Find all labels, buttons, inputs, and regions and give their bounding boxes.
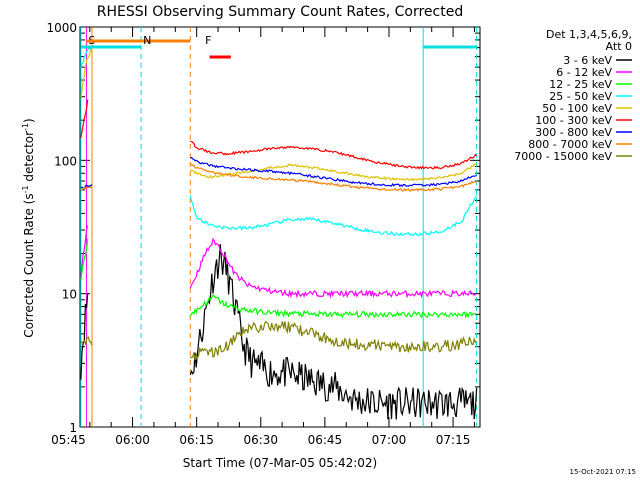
series-line-7 (80, 184, 93, 189)
series-line-5 (80, 47, 93, 98)
x-tick-label: 05:45 (51, 433, 86, 447)
x-axis-label: Start Time (07-Mar-05 05:42:02) (183, 456, 377, 470)
y-axis-label-exponent-2: -1 (21, 123, 30, 131)
legend-label-4: 25 - 50 keV (549, 90, 612, 103)
legend-label-9: 7000 - 15000 keV (514, 150, 612, 163)
series-line-2 (189, 237, 477, 299)
series-line-7 (189, 156, 477, 188)
x-tick-label: 06:30 (243, 433, 278, 447)
plot-frame (79, 26, 481, 428)
y-axis-label-main: Corrected Count Rate (s (22, 193, 36, 337)
x-tick-label: 06:45 (308, 433, 343, 447)
series-line-5 (189, 163, 477, 182)
series-line-3 (80, 238, 89, 280)
x-tick-label: 07:00 (372, 433, 407, 447)
x-tick-label: 07:15 (436, 433, 471, 447)
series-line-8 (189, 162, 477, 192)
series-line-6 (80, 99, 89, 138)
legend-label-5: 50 - 100 keV (542, 102, 612, 115)
series-line-3 (189, 294, 477, 320)
legend-header-attenuator: Att 0 (606, 40, 632, 53)
y-tick-label: 1 (69, 421, 77, 435)
y-axis-label-exponent-1: -1 (21, 185, 30, 193)
x-tick-label: 06:00 (115, 433, 150, 447)
x-tick-label: 06:15 (179, 433, 214, 447)
legend-label-1: 3 - 6 keV (563, 54, 612, 67)
legend-label-6: 100 - 300 keV (535, 114, 612, 127)
series-line-9 (189, 320, 478, 361)
footer-date: 15-Oct-2021 07:15 (570, 468, 636, 476)
legend-label-8: 800 - 7000 keV (528, 138, 612, 151)
series-line-4 (80, 47, 93, 69)
legend-header-detectors: Det 1,3,4,5,6,9, (546, 28, 632, 41)
series-line-1 (189, 243, 478, 420)
y-axis-label-end: ) (22, 118, 36, 123)
y-axis-label-middle: detector (22, 131, 36, 186)
y-tick-label: 1000 (46, 21, 77, 35)
series-line-8 (80, 186, 93, 192)
legend-label-2: 6 - 12 keV (556, 66, 612, 79)
flag-label-N: N (143, 34, 151, 47)
y-tick-label: 100 (54, 154, 77, 168)
legend-label-3: 12 - 25 keV (549, 78, 612, 91)
flag-label-F: F (205, 34, 211, 47)
plot-area: 1 10 100 1000 05:45 06:00 06:15 06:30 06:45 07:00… (46, 21, 481, 447)
series-line-9 (80, 336, 93, 346)
series-line-6 (190, 140, 477, 170)
chart-title: RHESSI Observing Summary Count Rates, Co… (97, 4, 463, 20)
y-tick-label: 10 (62, 288, 77, 302)
series-line-2 (80, 225, 89, 278)
legend-label-7: 300 - 800 keV (535, 126, 612, 139)
y-axis-label: Corrected Count Rate (s-1 detector-1) (21, 118, 36, 337)
series-line-4 (189, 194, 478, 237)
